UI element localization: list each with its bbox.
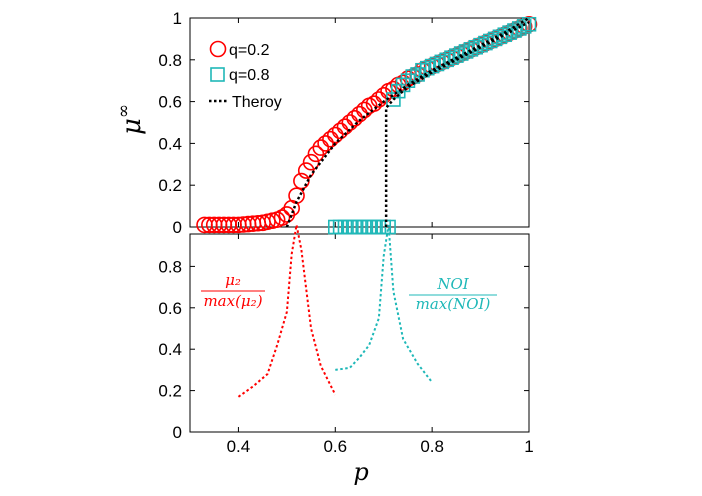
series-layer [196,15,538,398]
annotation-mu2: μ₂ max(μ₂) [201,271,265,310]
annotation-noi: NOI max(NOI) [409,275,497,313]
point-q02 [346,110,363,127]
point-q02 [326,126,344,144]
point-q08 [507,23,522,38]
point-q02 [297,162,315,179]
point-q08 [482,33,498,49]
point-q08 [516,19,532,34]
xtick-label: 0.6 [323,437,347,456]
point-q02 [273,209,291,226]
ylabel-sup: ∞ [114,104,134,118]
point-q08 [487,31,503,47]
legend-marker-q08 [210,67,225,82]
top-panel-frame [189,17,530,228]
point-q08 [453,46,469,61]
top-ytick-label: 0.4 [158,134,182,153]
point-q08 [492,29,508,45]
legend-label-q08: q=0.8 [229,67,270,84]
legend-label-q02: q=0.2 [229,42,270,59]
top-ytick-label: 0.2 [158,176,182,195]
ylabel-base: μ [117,118,147,135]
point-q02 [336,118,354,135]
xtick-label: 0.8 [420,437,444,456]
top-ytick-label: 0.6 [158,93,182,112]
tick-labels: 0 0.2 0.4 0.6 0.8 1 0 0.2 0.4 0.6 0.8 0.4 0.6 0.8 1 [158,9,533,456]
x-axis-label: p [353,458,368,486]
top-ytick-label: 1 [173,9,182,28]
annotation-noi-denominator: max(NOI) [416,295,491,313]
point-q02 [302,153,320,171]
point-q08 [439,52,454,68]
annotation-mu2-numerator: μ₂ [225,271,241,289]
bottom-ytick-label: 0.4 [158,340,182,359]
point-q08 [468,39,484,55]
point-q08 [463,42,479,57]
xtick-label: 0.4 [227,437,251,456]
mu2-curve [237,224,337,398]
xtick-label: 1 [524,437,533,456]
bottom-ytick-label: 0 [173,423,182,442]
point-q08 [502,25,517,40]
point-q02 [385,80,402,98]
annotation-noi-numerator: NOI [436,275,469,293]
top-ytick-label: 0.8 [158,51,182,70]
bottom-ytick-label: 0.6 [158,299,182,318]
bottom-ytick-label: 0.8 [158,257,182,276]
legend: q=0.2 q=0.8 Theroy [209,40,282,111]
point-q08 [497,27,513,43]
point-q08 [478,35,493,51]
point-q02 [288,187,305,204]
point-q08 [512,21,527,36]
noi-curve [335,224,433,383]
annotation-mu2-denominator: max(μ₂) [203,292,262,310]
point-q08 [473,37,488,53]
point-q02 [341,114,359,131]
point-q08 [449,48,464,63]
top-ylabel: μ∞ [114,104,147,135]
bottom-panel-frame [189,233,530,433]
point-q08 [458,44,474,59]
point-q02 [331,122,349,140]
bottom-ytick-label: 0.2 [158,382,182,401]
point-q02 [317,135,334,152]
point-q02 [365,95,383,112]
legend-label-theory: Theroy [232,94,282,111]
theory-line [285,16,530,228]
top-ytick-label: 0 [173,218,182,237]
theory-line [384,21,530,227]
legend-marker-q02 [209,40,227,58]
point-q02 [312,139,330,156]
